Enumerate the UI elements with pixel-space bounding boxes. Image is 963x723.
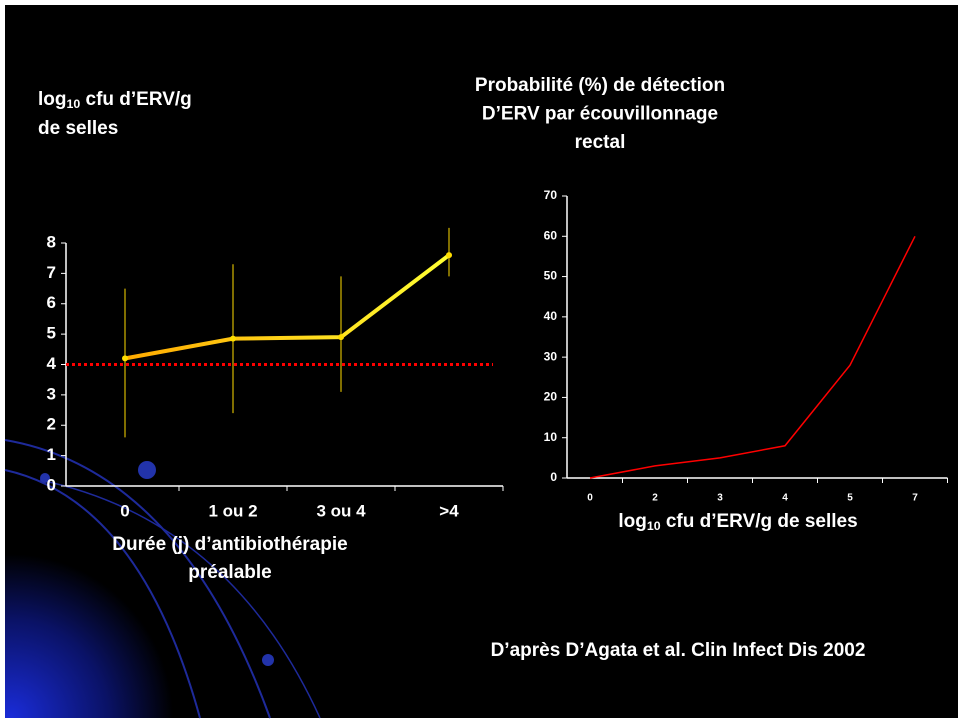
chart-title: rectal bbox=[575, 132, 626, 153]
y-tick-label: 50 bbox=[544, 269, 558, 283]
y-tick-label: 30 bbox=[544, 349, 558, 363]
y-tick-label: 40 bbox=[544, 309, 558, 323]
y-tick-label: 60 bbox=[544, 228, 558, 242]
y-tick-label: 3 bbox=[47, 384, 56, 403]
x-tick-label: 0 bbox=[587, 493, 593, 504]
y-tick-label: 0 bbox=[47, 475, 56, 494]
y-tick-label: 2 bbox=[47, 415, 56, 434]
y-axis-label: de selles bbox=[38, 118, 118, 139]
x-tick-label: 1 ou 2 bbox=[208, 501, 257, 520]
x-axis-label-part: log bbox=[618, 511, 647, 532]
x-axis-label-part: cfu d’ERV/g de selles bbox=[661, 511, 858, 532]
y-tick-label: 6 bbox=[47, 293, 56, 312]
x-tick-label: 2 bbox=[652, 493, 658, 504]
data-point bbox=[230, 336, 236, 342]
x-tick-label: 3 bbox=[717, 493, 723, 504]
y-tick-label: 0 bbox=[550, 470, 557, 484]
x-tick-label: 0 bbox=[120, 501, 129, 520]
x-axis-label-subscript: 10 bbox=[647, 519, 661, 533]
y-tick-label: 1 bbox=[47, 445, 56, 464]
y-axis-label-part: log bbox=[38, 89, 67, 110]
y-tick-label: 20 bbox=[544, 390, 558, 404]
y-axis-label: log10 cfu d’ERV/g bbox=[38, 89, 192, 111]
y-axis-label-part: cfu d’ERV/g bbox=[80, 89, 192, 110]
y-tick-label: 4 bbox=[47, 354, 57, 373]
y-tick-label: 10 bbox=[544, 430, 558, 444]
source: D’après D’Agata et al. Clin Infect Dis 2… bbox=[491, 640, 866, 661]
data-point bbox=[338, 334, 344, 340]
slide: D’après D’Agata et al. Clin Infect Dis 2… bbox=[0, 0, 963, 723]
decor-dot bbox=[138, 461, 156, 479]
y-tick-label: 70 bbox=[544, 188, 558, 202]
x-tick-label: >4 bbox=[439, 501, 459, 520]
y-tick-label: 8 bbox=[47, 232, 56, 251]
x-tick-label: 4 bbox=[782, 493, 788, 504]
chart-title: D’ERV par écouvillonnage bbox=[482, 104, 718, 125]
x-tick-label: 5 bbox=[847, 493, 853, 504]
y-axis-label-subscript: 10 bbox=[67, 97, 81, 111]
x-axis-label: préalable bbox=[188, 562, 271, 583]
chart-title: Probabilité (%) de détection bbox=[475, 75, 725, 96]
y-tick-label: 5 bbox=[47, 324, 56, 343]
decor-dot bbox=[262, 654, 274, 666]
x-axis-label: Durée (j) d’antibiothérapie bbox=[112, 534, 347, 555]
x-tick-label: 3 ou 4 bbox=[316, 501, 366, 520]
data-point bbox=[446, 252, 452, 258]
data-point bbox=[122, 355, 128, 361]
y-tick-label: 7 bbox=[47, 263, 56, 282]
x-tick-label: 7 bbox=[912, 493, 918, 504]
